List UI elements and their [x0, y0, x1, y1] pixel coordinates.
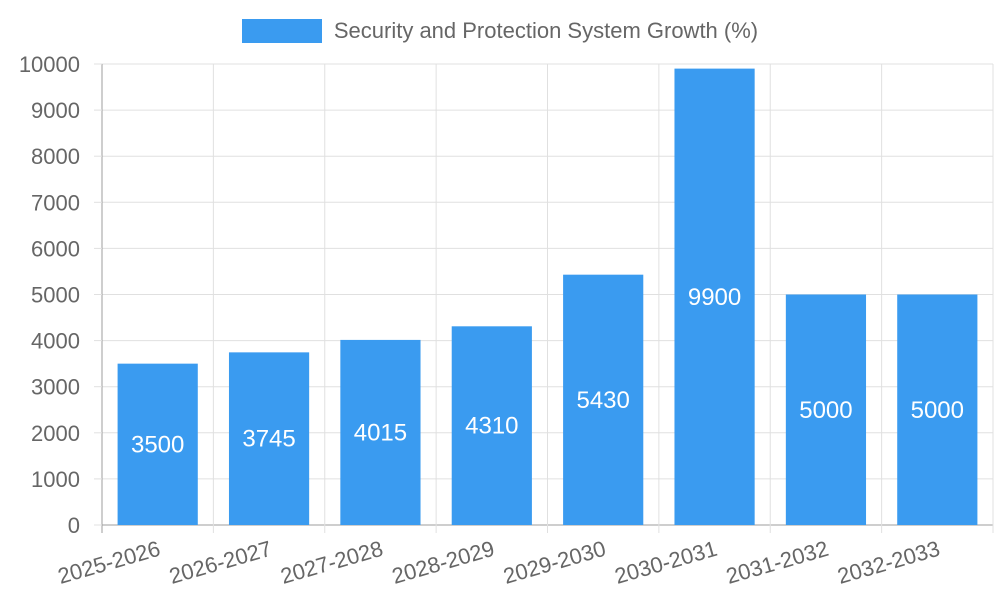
x-tick-label: 2030-2031 — [612, 536, 720, 589]
bar[interactable] — [451, 326, 532, 525]
y-tick-label: 3000 — [31, 375, 80, 400]
x-tick-label: 2026-2027 — [166, 536, 274, 589]
x-tick-label: 2027-2028 — [278, 536, 386, 589]
x-tick-label: 2031-2032 — [723, 536, 831, 589]
x-tick-label: 2029-2030 — [501, 536, 609, 589]
bar-value-label: 5000 — [911, 397, 964, 424]
y-tick-label: 4000 — [31, 329, 80, 354]
y-tick-label: 2000 — [31, 421, 80, 446]
y-tick-label: 0 — [68, 513, 80, 538]
y-tick-label: 6000 — [31, 236, 80, 261]
legend: Security and Protection System Growth (%… — [0, 18, 1000, 44]
bar-value-label: 3745 — [242, 426, 295, 453]
x-tick-label: 2025-2026 — [55, 536, 163, 589]
bar[interactable] — [228, 352, 310, 525]
bar[interactable] — [563, 274, 644, 525]
bar[interactable] — [785, 294, 867, 526]
legend-swatch[interactable] — [241, 19, 322, 43]
bar[interactable] — [340, 339, 421, 525]
bars — [117, 68, 978, 526]
y-tick-label: 5000 — [31, 283, 80, 308]
y-tick-label: 9000 — [31, 98, 80, 123]
y-tick-label: 8000 — [31, 144, 80, 169]
axes — [94, 63, 102, 526]
bar-value-label: 5430 — [576, 387, 629, 414]
bar[interactable] — [897, 294, 978, 526]
bar-value-label: 3500 — [131, 431, 184, 458]
x-tick-label: 2032-2033 — [835, 536, 943, 589]
grid — [101, 63, 994, 533]
y-tick-label: 7000 — [31, 190, 80, 215]
legend-label: Security and Protection System Growth (%… — [333, 18, 759, 43]
bar[interactable] — [674, 68, 755, 526]
bar-value-label: 5000 — [799, 397, 852, 424]
y-tick-label: 1000 — [31, 467, 80, 492]
x-tick-label: 2028-2029 — [389, 536, 497, 589]
y-tick-label: 10000 — [19, 52, 80, 77]
bar-value-label: 9900 — [688, 284, 741, 311]
bar-value-label: 4310 — [465, 413, 518, 440]
bar-value-label: 4015 — [354, 419, 407, 446]
bar[interactable] — [117, 363, 198, 525]
